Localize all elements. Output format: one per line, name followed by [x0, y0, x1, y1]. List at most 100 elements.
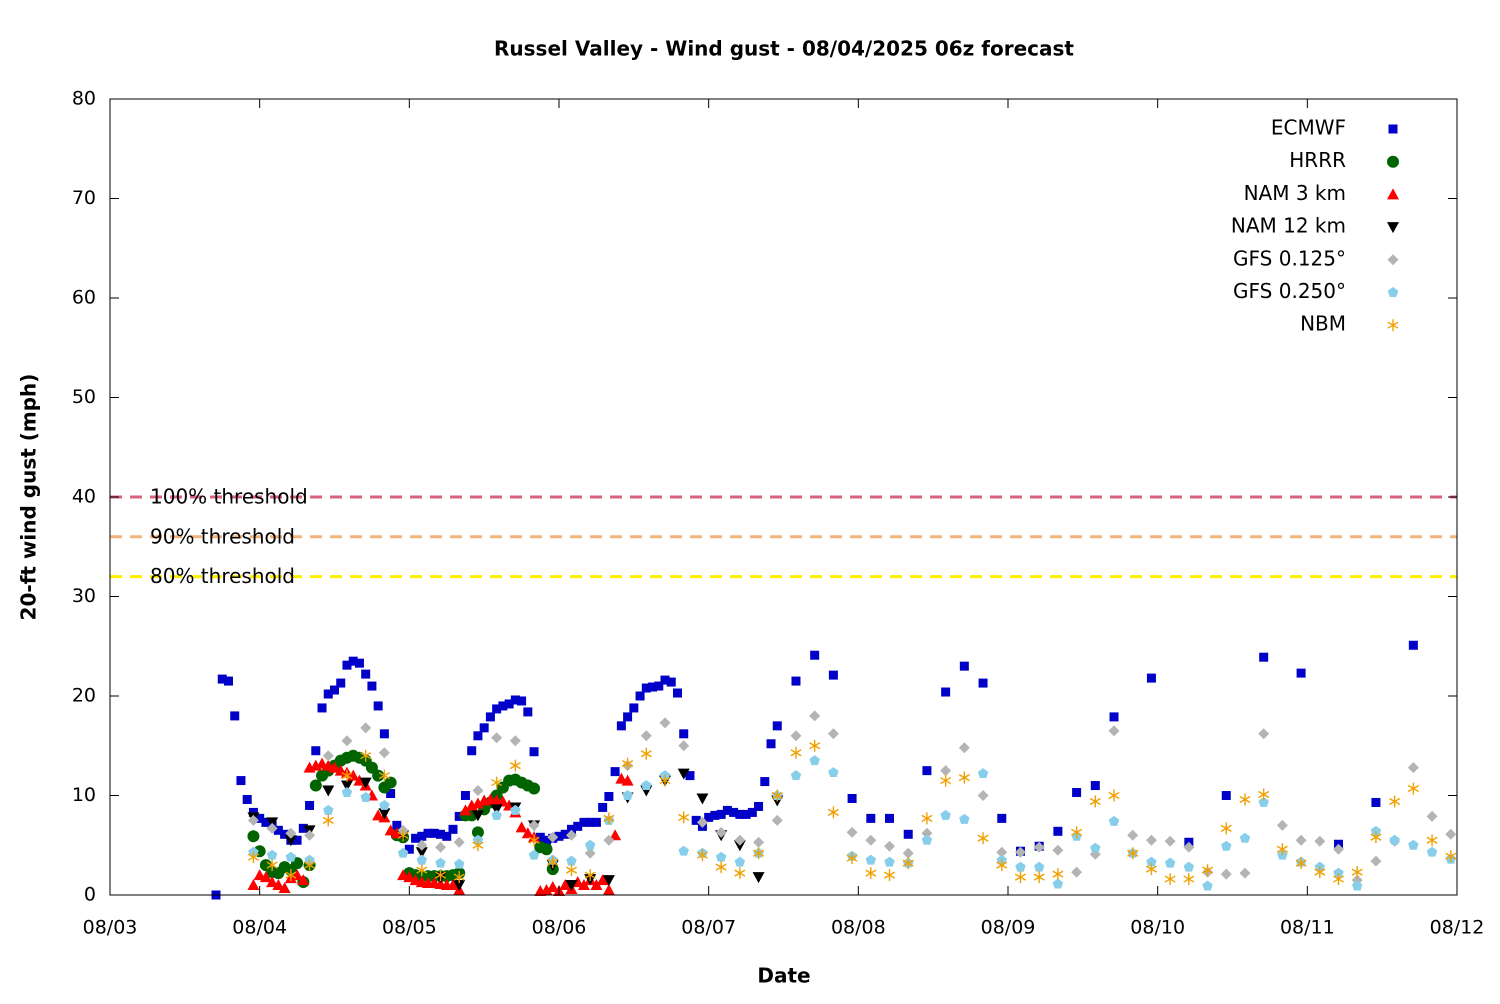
data-point	[679, 729, 689, 739]
data-point	[959, 813, 970, 824]
data-point	[1426, 810, 1438, 822]
data-point	[423, 828, 433, 838]
data-point	[528, 782, 541, 795]
data-point	[1183, 873, 1195, 886]
data-point	[436, 829, 446, 839]
data-point	[660, 675, 670, 685]
data-point	[710, 810, 720, 820]
legend-label: HRRR	[1289, 148, 1346, 172]
data-point	[865, 834, 877, 846]
data-point	[1221, 840, 1232, 851]
data-point	[716, 809, 726, 819]
data-point	[416, 839, 428, 851]
data-point	[603, 834, 615, 846]
legend-label: GFS 0.250°	[1233, 279, 1346, 303]
data-point	[610, 767, 620, 777]
data-point	[341, 735, 353, 747]
data-point	[609, 829, 622, 841]
data-point	[741, 809, 751, 819]
data-point	[384, 824, 397, 836]
y-tick-label: 0	[84, 884, 96, 906]
data-point	[434, 869, 447, 882]
data-point	[865, 854, 877, 865]
data-point	[336, 678, 346, 688]
data-point	[565, 864, 578, 877]
data-point	[392, 820, 402, 830]
data-point	[341, 769, 353, 782]
data-point	[685, 771, 695, 781]
data-point	[259, 871, 272, 883]
data-point	[791, 676, 801, 686]
data-point	[435, 841, 447, 853]
data-point	[467, 746, 477, 756]
data-point	[416, 864, 428, 877]
data-point	[1183, 841, 1195, 853]
data-point	[504, 699, 514, 709]
data-point	[1127, 847, 1139, 860]
data-point	[577, 879, 590, 891]
data-point	[510, 695, 520, 705]
data-point	[304, 829, 316, 841]
chart-title: Russel Valley - Wind gust - 08/04/2025 0…	[494, 37, 1074, 61]
data-point	[722, 805, 732, 815]
legend-marker	[1387, 287, 1399, 297]
threshold-label: 100% threshold	[150, 485, 308, 509]
data-point	[622, 757, 634, 770]
data-point	[403, 871, 416, 883]
data-point	[809, 739, 821, 752]
data-point	[429, 828, 439, 838]
data-point	[715, 826, 727, 838]
data-point	[1146, 673, 1156, 683]
data-point	[1146, 856, 1157, 867]
data-point	[1351, 880, 1363, 891]
data-point	[453, 880, 466, 892]
x-tick-label: 08/05	[382, 917, 437, 939]
x-tick-label: 08/04	[232, 917, 287, 939]
data-point	[621, 774, 634, 786]
data-point	[1407, 782, 1419, 795]
data-point	[977, 768, 989, 779]
data-point	[1445, 850, 1457, 863]
data-point	[809, 710, 821, 722]
data-point	[1109, 712, 1119, 722]
data-point	[659, 717, 671, 729]
data-point	[766, 739, 776, 749]
data-point	[747, 807, 757, 817]
data-point	[1108, 725, 1120, 737]
data-point	[1033, 871, 1045, 884]
data-point	[735, 809, 745, 819]
data-point	[305, 800, 315, 810]
data-point	[298, 823, 308, 833]
data-point	[902, 847, 914, 859]
data-point	[1164, 835, 1176, 847]
data-point	[309, 779, 322, 792]
y-axis-title: 20-ft wind gust (mph)	[17, 374, 41, 621]
data-point	[311, 746, 321, 756]
data-point	[591, 817, 601, 827]
data-point	[884, 840, 896, 852]
data-point	[348, 656, 358, 666]
data-point	[585, 817, 595, 827]
data-point	[359, 777, 372, 789]
data-point	[584, 869, 596, 882]
data-point	[696, 849, 708, 862]
x-tick-label: 08/11	[1280, 917, 1335, 939]
data-point	[353, 774, 366, 786]
y-tick-label: 50	[72, 386, 96, 408]
data-point	[266, 849, 278, 860]
threshold-layer	[110, 495, 1457, 579]
data-point	[629, 703, 639, 713]
data-point	[753, 836, 765, 848]
data-point	[921, 812, 933, 825]
data-point	[1258, 796, 1269, 807]
data-point	[696, 816, 708, 828]
data-point	[460, 791, 470, 800]
data-point	[584, 839, 596, 850]
data-point	[285, 827, 297, 839]
data-point	[247, 851, 259, 864]
data-point	[678, 845, 689, 856]
data-point	[677, 768, 690, 780]
data-point	[471, 826, 484, 839]
data-point	[373, 701, 383, 711]
data-point	[603, 812, 615, 825]
